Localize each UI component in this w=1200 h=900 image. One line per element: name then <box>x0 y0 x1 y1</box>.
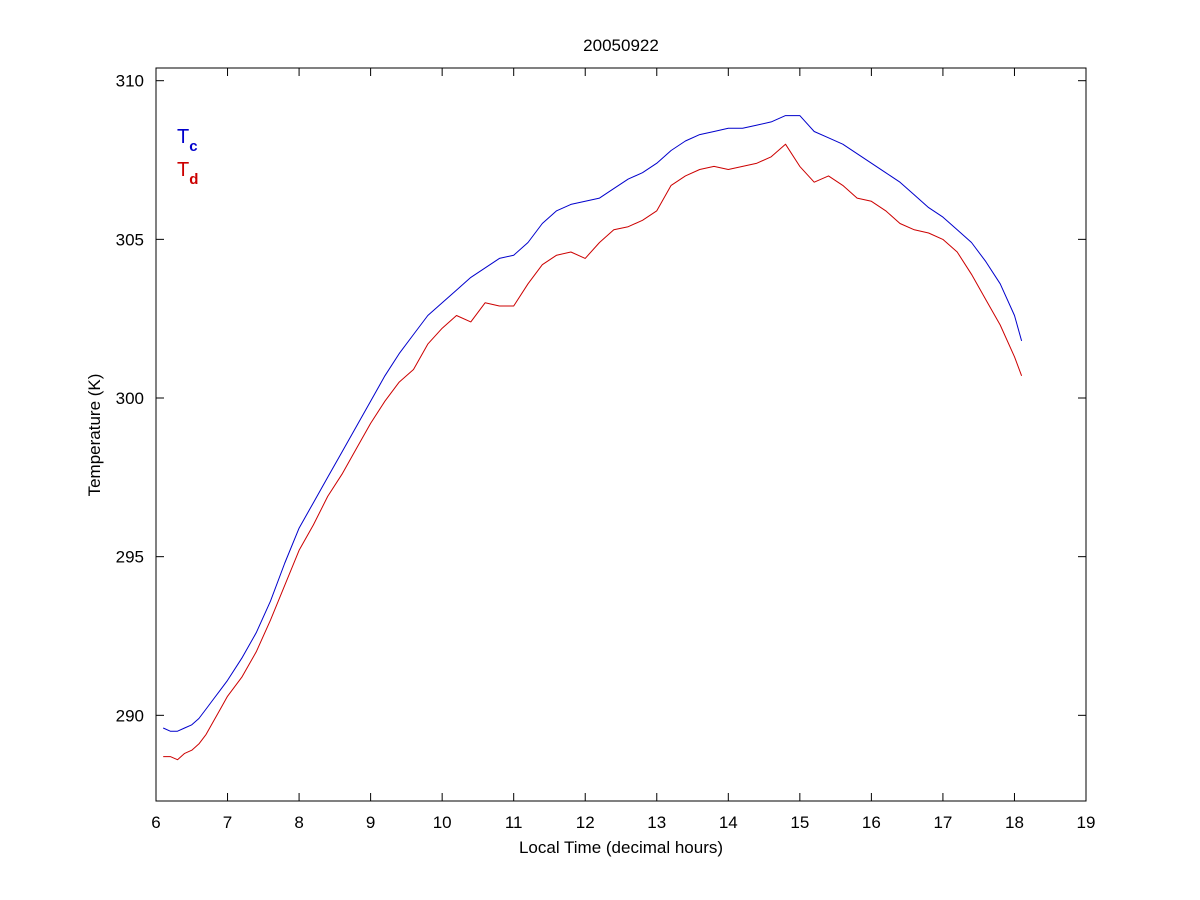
x-tick-label: 15 <box>790 813 809 832</box>
y-tick-label: 305 <box>116 230 144 249</box>
x-tick-label: 11 <box>505 813 523 832</box>
x-tick-label: 7 <box>223 813 232 832</box>
series-layer <box>162 115 1023 761</box>
x-tick-label: 14 <box>719 813 738 832</box>
x-tick-label: 19 <box>1077 813 1096 832</box>
x-tick-label: 10 <box>433 813 452 832</box>
x-tick-label: 17 <box>933 813 952 832</box>
legend-entry-td: Td <box>177 159 198 188</box>
chart-title: 20050922 <box>583 36 659 55</box>
x-tick-label: 8 <box>294 813 303 832</box>
plot-area <box>155 67 1087 802</box>
x-tick-label: 12 <box>576 813 595 832</box>
legend-entry-tc: Tc <box>177 126 198 155</box>
legend: Tc Td <box>177 126 198 188</box>
x-tick-label: 9 <box>366 813 375 832</box>
y-axis-label: Temperature (K) <box>85 374 104 497</box>
y-axis-ticks: 290 295 300 305 310 <box>116 72 1086 725</box>
y-tick-label: 300 <box>116 389 144 408</box>
x-tick-label: 13 <box>647 813 666 832</box>
y-tick-label: 295 <box>116 548 144 567</box>
x-tick-label: 6 <box>151 813 160 832</box>
series-line-tc <box>162 115 1023 732</box>
series-line-td <box>163 143 1023 761</box>
y-tick-label: 290 <box>116 706 144 725</box>
y-tick-label: 310 <box>116 72 144 91</box>
x-axis-ticks: 6 7 8 9 10 11 12 13 14 15 16 17 18 19 <box>151 68 1095 832</box>
x-tick-label: 16 <box>862 813 881 832</box>
x-axis-label: Local Time (decimal hours) <box>519 838 723 857</box>
x-tick-label: 18 <box>1005 813 1024 832</box>
